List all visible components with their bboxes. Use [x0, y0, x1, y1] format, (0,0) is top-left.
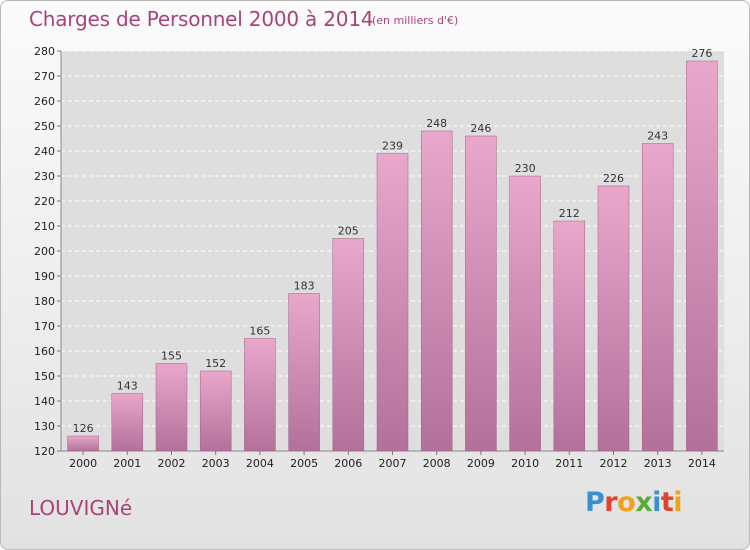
- unit-note: (en milliers d'€): [372, 14, 459, 27]
- x-tick-label: 2002: [158, 457, 186, 470]
- x-tick-label: 2005: [290, 457, 318, 470]
- x-tick-label: 2007: [379, 457, 407, 470]
- y-tick-label: 220: [34, 195, 55, 208]
- bar: [376, 153, 409, 452]
- chart-title: Charges de Personnel 2000 à 2014: [29, 7, 374, 31]
- data-label: 143: [117, 380, 138, 393]
- data-label: 248: [426, 117, 447, 130]
- bar: [686, 60, 718, 452]
- y-tick-label: 260: [34, 95, 55, 108]
- bar: [641, 143, 674, 452]
- data-label: 243: [647, 130, 668, 143]
- bar: [199, 370, 232, 452]
- bar: [155, 363, 188, 452]
- x-tick-label: 2001: [113, 457, 141, 470]
- y-tick-label: 240: [34, 145, 55, 158]
- bar: [553, 220, 586, 452]
- logo-letter: t: [660, 487, 674, 518]
- x-tick-label: 2013: [644, 457, 672, 470]
- data-label: 126: [73, 422, 94, 435]
- x-tick-label: 2008: [423, 457, 451, 470]
- x-tick-label: 2014: [688, 457, 716, 470]
- bar: [420, 130, 453, 452]
- data-label: 239: [382, 140, 403, 153]
- data-label: 230: [515, 162, 536, 175]
- data-label: 155: [161, 350, 182, 363]
- logo-letter: x: [635, 487, 653, 518]
- logo-letter: P: [585, 487, 605, 518]
- y-tick-label: 270: [34, 70, 55, 83]
- data-label: 152: [205, 357, 226, 370]
- data-label: 246: [470, 122, 491, 135]
- bar: [67, 435, 99, 452]
- x-tick-label: 2010: [511, 457, 539, 470]
- logo-letter: o: [617, 487, 636, 518]
- y-tick-label: 280: [34, 45, 55, 58]
- bar: [509, 175, 541, 452]
- y-tick-label: 230: [34, 170, 55, 183]
- y-tick-label: 130: [34, 420, 55, 433]
- bar: [465, 135, 497, 452]
- proxiti-logo: Proxiti: [585, 487, 683, 518]
- logo-letter: i: [652, 487, 661, 518]
- y-tick-label: 160: [34, 345, 55, 358]
- x-tick-label: 2004: [246, 457, 274, 470]
- y-tick-label: 210: [34, 220, 55, 233]
- y-tick-label: 250: [34, 120, 55, 133]
- y-tick-label: 170: [34, 320, 55, 333]
- logo-letter: r: [604, 487, 618, 518]
- data-label: 276: [691, 47, 712, 60]
- x-tick-label: 2009: [467, 457, 495, 470]
- x-tick-label: 2003: [202, 457, 230, 470]
- place-name: LOUVIGNé: [29, 496, 133, 520]
- y-tick-label: 140: [34, 395, 55, 408]
- bar: [111, 393, 144, 452]
- data-label: 183: [294, 280, 315, 293]
- bar: [597, 185, 630, 452]
- x-tick-label: 2000: [69, 457, 97, 470]
- logo-letter: i: [673, 487, 683, 518]
- x-tick-label: 2006: [334, 457, 362, 470]
- x-tick-label: 2012: [600, 457, 628, 470]
- data-label: 226: [603, 172, 624, 185]
- y-tick-label: 200: [34, 245, 55, 258]
- data-label: 205: [338, 225, 359, 238]
- data-label: 165: [249, 325, 270, 338]
- y-tick-label: 120: [34, 445, 55, 458]
- y-tick-label: 180: [34, 295, 55, 308]
- y-tick-label: 150: [34, 370, 55, 383]
- bar: [288, 293, 320, 452]
- bar: [244, 338, 276, 452]
- y-tick-label: 190: [34, 270, 55, 283]
- x-tick-label: 2011: [555, 457, 583, 470]
- bar: [332, 238, 365, 452]
- data-label: 212: [559, 207, 580, 220]
